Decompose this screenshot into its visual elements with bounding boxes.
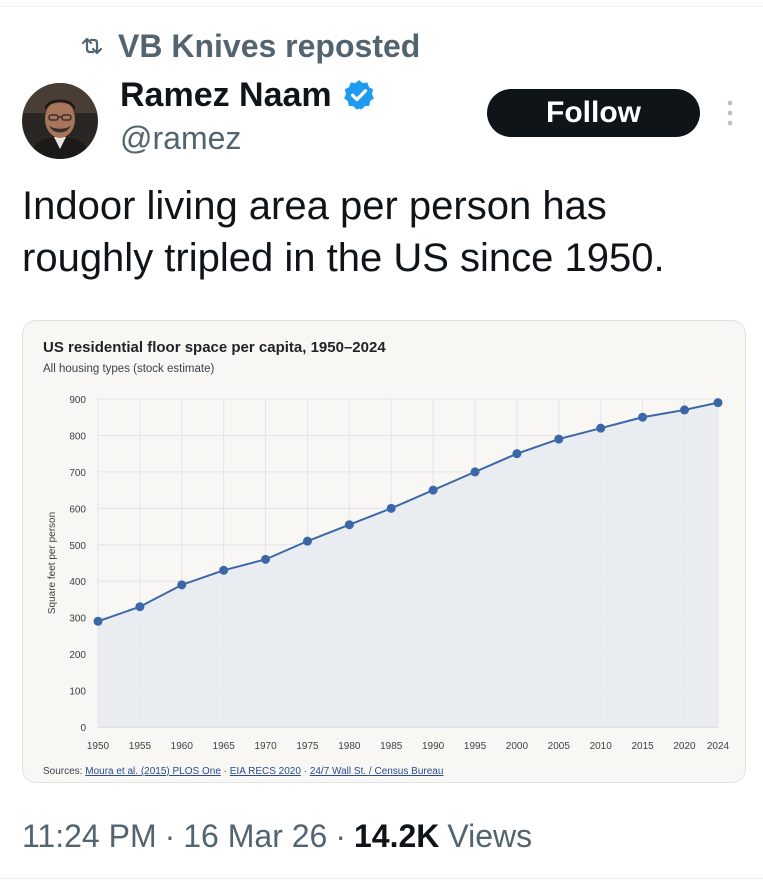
- y-tick-label: 100: [69, 687, 86, 698]
- repost-text[interactable]: VB Knives reposted: [118, 27, 421, 64]
- x-tick-label: 1950: [87, 741, 110, 752]
- data-point: [512, 449, 522, 459]
- data-point: [93, 616, 103, 626]
- data-point: [596, 423, 606, 433]
- x-tick-label: 2000: [506, 741, 529, 752]
- data-point: [177, 580, 187, 590]
- x-tick-label: 1980: [338, 741, 361, 752]
- y-tick-label: 400: [69, 577, 86, 588]
- verified-badge-icon[interactable]: [342, 78, 376, 112]
- sources-separator: ·: [221, 766, 230, 777]
- chart-title: US residential floor space per capita, 1…: [43, 339, 386, 356]
- data-point: [261, 554, 271, 564]
- x-tick-label: 2010: [590, 741, 613, 752]
- sources-label: Sources:: [43, 766, 85, 777]
- tweet-text-line-2: roughly tripled in the US since 1950.: [22, 236, 665, 280]
- tweet-text: Indoor living area per person has roughl…: [22, 180, 742, 284]
- views-count: 14.2K: [353, 817, 440, 854]
- data-point: [386, 503, 396, 513]
- meta-separator: ·: [164, 817, 176, 854]
- more-options-icon[interactable]: [719, 96, 741, 130]
- x-tick-label: 1960: [171, 741, 194, 752]
- x-tick-label: 1995: [464, 741, 487, 752]
- y-tick-label: 900: [69, 395, 86, 406]
- tweet-time[interactable]: 11:24 PM: [22, 817, 157, 854]
- sources-line: Sources: Moura et al. (2015) PLOS One · …: [43, 766, 443, 777]
- y-tick-label: 800: [69, 431, 86, 442]
- data-point: [219, 565, 229, 575]
- data-point: [302, 536, 312, 546]
- data-point: [470, 467, 480, 477]
- source-link[interactable]: EIA RECS 2020: [230, 766, 302, 777]
- avatar[interactable]: [22, 83, 98, 159]
- data-point: [713, 398, 723, 408]
- avatar-image: [22, 83, 98, 159]
- tweet-date[interactable]: 16 Mar 26: [183, 817, 328, 854]
- x-tick-label: 2005: [548, 741, 571, 752]
- x-tick-label: 2024: [707, 741, 730, 752]
- tweet-text-line-1: Indoor living area per person has: [22, 184, 607, 228]
- y-tick-label: 0: [80, 723, 86, 734]
- data-point: [135, 602, 145, 612]
- chart-card[interactable]: US residential floor space per capita, 1…: [22, 320, 746, 783]
- x-tick-label: 1965: [213, 741, 236, 752]
- chart-subtitle: All housing types (stock estimate): [43, 363, 214, 375]
- x-tick-label: 1990: [422, 741, 445, 752]
- source-link[interactable]: Moura et al. (2015) PLOS One: [85, 766, 221, 777]
- x-tick-label: 1985: [380, 741, 403, 752]
- data-point: [679, 405, 689, 415]
- y-tick-label: 700: [69, 468, 86, 479]
- data-point: [554, 434, 564, 444]
- y-tick-label: 500: [69, 541, 86, 552]
- series-area-fill: [98, 402, 718, 727]
- y-tick-label: 600: [69, 504, 86, 515]
- tweet-meta: 11:24 PM · 16 Mar 26 · 14.2K Views: [22, 814, 532, 858]
- top-divider: [0, 6, 763, 7]
- data-point: [428, 485, 438, 495]
- x-tick-label: 1975: [296, 741, 319, 752]
- x-tick-label: 2020: [673, 741, 696, 752]
- author-handle[interactable]: @ramez: [120, 120, 242, 156]
- meta-separator: ·: [335, 817, 346, 854]
- x-tick-label: 1955: [129, 741, 152, 752]
- data-point: [638, 412, 648, 422]
- views-label: Views: [447, 817, 533, 854]
- x-tick-label: 1970: [254, 741, 277, 752]
- y-tick-label: 200: [69, 650, 86, 661]
- bottom-divider: [0, 878, 763, 879]
- series-line: [97, 401, 719, 623]
- author-name[interactable]: Ramez Naam: [120, 75, 332, 114]
- y-axis-label: Square feet per person: [47, 512, 58, 614]
- follow-button[interactable]: Follow: [487, 89, 700, 137]
- repost-indicator[interactable]: VB Knives reposted: [80, 28, 420, 64]
- repost-icon: [81, 37, 103, 55]
- line-chart: US residential floor space per capita, 1…: [43, 339, 730, 777]
- author-row: Ramez Naam: [120, 74, 376, 116]
- data-point: [344, 520, 354, 530]
- x-tick-label: 2015: [631, 741, 654, 752]
- y-tick-label: 300: [69, 614, 86, 625]
- source-link[interactable]: 24/7 Wall St. / Census Bureau: [310, 766, 444, 777]
- sources-separator: ·: [301, 766, 310, 777]
